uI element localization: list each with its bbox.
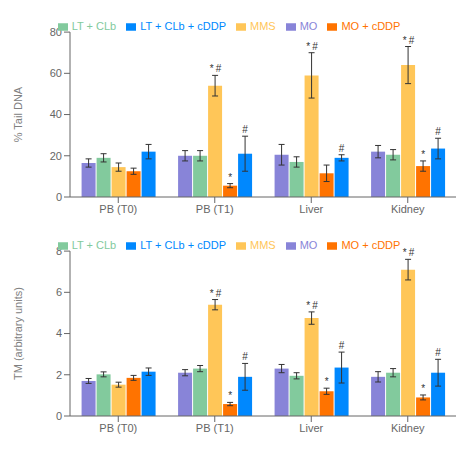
svg-text:PB (T0): PB (T0) — [99, 203, 137, 215]
svg-text:*: * — [306, 41, 310, 52]
svg-text:#: # — [216, 288, 222, 299]
svg-text:PB (T0): PB (T0) — [99, 422, 137, 434]
svg-text:Kidney: Kidney — [391, 203, 425, 215]
html-text:LT + CLb: LT + CLb — [71, 239, 117, 251]
svg-text:*: * — [403, 247, 407, 258]
html-text:MMS: MMS — [250, 20, 276, 32]
svg-text:#: # — [409, 35, 415, 46]
svg-text:#: # — [339, 340, 345, 351]
svg-text:*: * — [210, 288, 214, 299]
html-text:MO + cDDP: MO + cDDP — [341, 239, 401, 251]
svg-text:0: 0 — [56, 191, 62, 203]
svg-text:*: * — [228, 172, 232, 183]
svg-text:6: 6 — [56, 286, 62, 298]
svg-text:60: 60 — [50, 67, 62, 79]
html-text:MO: MO — [299, 20, 318, 32]
svg-text:*: * — [325, 376, 329, 387]
svg-text:Kidney: Kidney — [391, 422, 425, 434]
svg-text:#: # — [312, 300, 318, 311]
svg-text:*: * — [210, 63, 214, 74]
svg-text:PB (T1): PB (T1) — [196, 203, 234, 215]
svg-text:2: 2 — [56, 369, 62, 381]
svg-text:#: # — [312, 41, 318, 52]
svg-text:0: 0 — [56, 410, 62, 422]
svg-text:20: 20 — [50, 150, 62, 162]
svg-text:#: # — [339, 143, 345, 154]
svg-text:*: * — [421, 383, 425, 394]
html-text:LT + CLb: LT + CLb — [71, 20, 117, 32]
svg-text:#: # — [435, 347, 441, 358]
svg-text:PB (T1): PB (T1) — [196, 422, 234, 434]
svg-text:% Tail DNA: % Tail DNA — [12, 86, 24, 142]
svg-text:#: # — [242, 124, 248, 135]
svg-text:*: * — [421, 149, 425, 160]
svg-text:8: 8 — [56, 245, 62, 257]
svg-text:#: # — [409, 247, 415, 258]
svg-text:*: * — [228, 390, 232, 401]
svg-text:*: * — [403, 35, 407, 46]
svg-text:TM (arbitrary units): TM (arbitrary units) — [12, 287, 24, 380]
html-text:MO: MO — [299, 239, 318, 251]
html-text:LT + CLb + cDDP: LT + CLb + cDDP — [140, 20, 226, 32]
html-text:MMS: MMS — [250, 239, 276, 251]
svg-text:*: * — [306, 300, 310, 311]
svg-text:Liver: Liver — [299, 203, 323, 215]
svg-text:80: 80 — [50, 26, 62, 38]
html-text:MO + cDDP: MO + cDDP — [341, 20, 401, 32]
svg-text:4: 4 — [56, 327, 62, 339]
svg-text:#: # — [242, 351, 248, 362]
html-text:LT + CLb + cDDP: LT + CLb + cDDP — [140, 239, 226, 251]
svg-text:40: 40 — [50, 108, 62, 120]
svg-text:Liver: Liver — [299, 422, 323, 434]
svg-text:#: # — [216, 63, 222, 74]
svg-text:#: # — [435, 126, 441, 137]
